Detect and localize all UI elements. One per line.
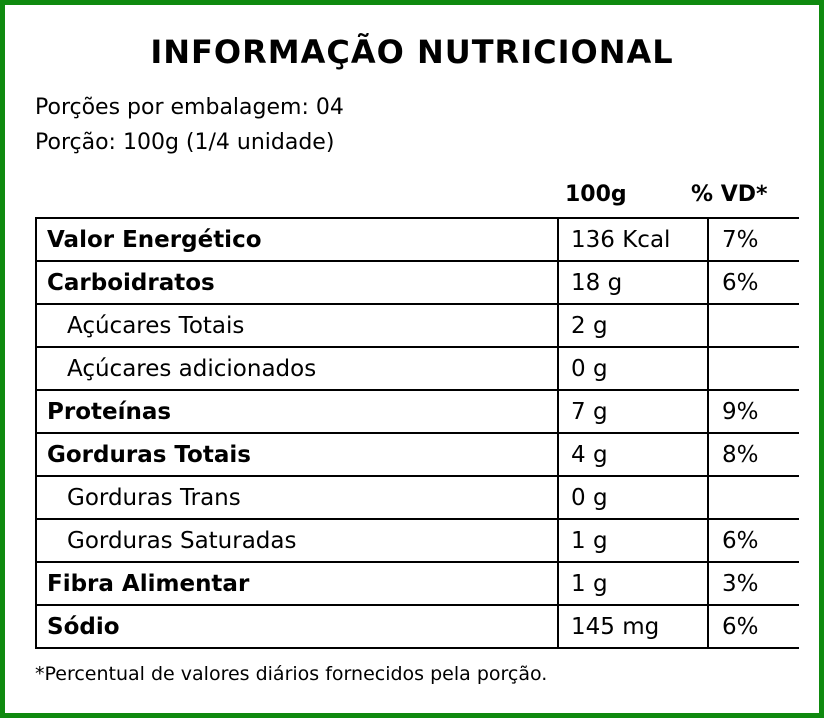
nutrient-name: Açúcares adicionados	[35, 346, 558, 391]
table-row: Açúcares Totais 2 g	[35, 303, 799, 348]
nutrient-daily-value: 8%	[708, 432, 799, 477]
nutrient-name: Açúcares Totais	[35, 303, 558, 348]
nutrient-name: Carboidratos	[35, 260, 558, 305]
nutrient-amount: 1 g	[557, 518, 709, 563]
table-row: Açúcares adicionados 0 g	[35, 346, 799, 391]
nutrient-name: Gorduras Totais	[35, 432, 558, 477]
table-row: Gorduras Trans 0 g	[35, 475, 799, 520]
table-row: Fibra Alimentar 1 g 3%	[35, 561, 799, 606]
serving-size: Porção: 100g (1/4 unidade)	[35, 130, 335, 155]
table-row: Valor Energético 136 Kcal 7%	[35, 217, 799, 262]
nutrient-amount: 0 g	[557, 475, 709, 520]
nutrient-amount: 136 Kcal	[557, 217, 709, 262]
nutrient-amount: 4 g	[557, 432, 709, 477]
nutrient-name: Gorduras Saturadas	[35, 518, 558, 563]
nutrient-daily-value: 3%	[708, 561, 799, 606]
column-header-daily-value: % VD*	[691, 182, 768, 207]
footnote: *Percentual de valores diários fornecido…	[35, 663, 548, 685]
page-title: INFORMAÇÃO NUTRICIONAL	[150, 33, 674, 71]
nutrient-daily-value: 9%	[708, 389, 799, 434]
table-row: Gorduras Saturadas 1 g 6%	[35, 518, 799, 563]
column-header-amount: 100g	[565, 182, 627, 207]
nutrient-daily-value	[708, 346, 799, 391]
nutrient-amount: 1 g	[557, 561, 709, 606]
nutrient-amount: 2 g	[557, 303, 709, 348]
table-row: Sódio 145 mg 6%	[35, 604, 799, 649]
nutrient-amount: 18 g	[557, 260, 709, 305]
table-row: Carboidratos 18 g 6%	[35, 260, 799, 305]
nutrition-table: Valor Energético 136 Kcal 7% Carboidrato…	[35, 217, 799, 649]
nutrient-daily-value	[708, 475, 799, 520]
nutrient-name: Sódio	[35, 604, 558, 649]
nutrient-daily-value: 7%	[708, 217, 799, 262]
nutrient-daily-value	[708, 303, 799, 348]
nutrient-name: Proteínas	[35, 389, 558, 434]
nutrient-daily-value: 6%	[708, 518, 799, 563]
nutrient-daily-value: 6%	[708, 604, 799, 649]
nutrient-name: Valor Energético	[35, 217, 558, 262]
nutrient-name: Fibra Alimentar	[35, 561, 558, 606]
nutrient-amount: 7 g	[557, 389, 709, 434]
servings-per-package: Porções por embalagem: 04	[35, 95, 344, 120]
nutrient-name: Gorduras Trans	[35, 475, 558, 520]
table-row: Gorduras Totais 4 g 8%	[35, 432, 799, 477]
nutrient-amount: 0 g	[557, 346, 709, 391]
nutrient-daily-value: 6%	[708, 260, 799, 305]
table-row: Proteínas 7 g 9%	[35, 389, 799, 434]
nutrient-amount: 145 mg	[557, 604, 709, 649]
